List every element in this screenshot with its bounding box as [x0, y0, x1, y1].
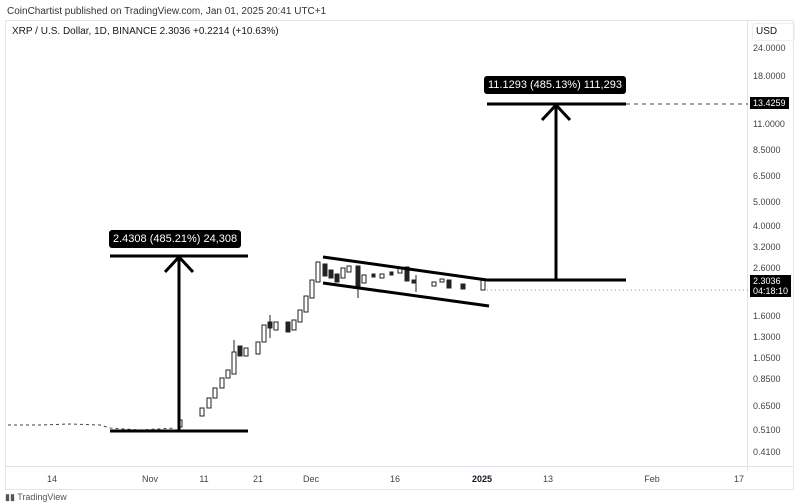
y-tick: 5.0000 — [753, 197, 781, 207]
measure-tool-2[interactable] — [487, 102, 626, 282]
x-tick: Nov — [141, 474, 159, 484]
currency-button[interactable]: USD — [752, 23, 795, 41]
y-tick: 8.5000 — [753, 145, 781, 155]
x-tick: Feb — [644, 474, 660, 484]
y-tick: 1.3000 — [753, 332, 781, 342]
chart-frame — [5, 20, 794, 490]
y-tick: 6.5000 — [753, 171, 781, 181]
measure-label-1: 2.4308 (485.21%) 24,308 — [109, 230, 242, 248]
time-axis-divider — [5, 466, 794, 467]
y-tick: 18.0000 — [753, 71, 786, 81]
x-tick: 21 — [252, 474, 264, 484]
current-price-label: 2.3036 04:18:10 — [750, 275, 792, 297]
y-tick: 24.0000 — [753, 43, 786, 53]
measure-label-2: 11.1293 (485.13%) 111,293 — [484, 76, 626, 94]
rally-candles — [177, 261, 321, 428]
measure-tool-1[interactable] — [110, 254, 248, 433]
x-tick: Dec — [302, 474, 320, 484]
x-tick: 2025 — [471, 474, 493, 484]
bull-flag[interactable] — [322, 255, 490, 308]
y-tick: 0.8500 — [753, 374, 781, 384]
y-tick: 1.0500 — [753, 353, 781, 363]
y-tick: 2.6000 — [753, 263, 781, 273]
y-tick: 11.0000 — [753, 119, 785, 129]
early-price-trace — [8, 423, 176, 431]
x-tick: 13 — [542, 474, 554, 484]
tv-logo-icon: ▮▮ — [5, 492, 18, 502]
current-price: 2.3036 — [753, 276, 781, 286]
x-tick: 14 — [46, 474, 58, 484]
x-tick: 16 — [389, 474, 401, 484]
y-tick: 4.0000 — [753, 221, 781, 231]
candle-countdown: 04:18:10 — [753, 286, 789, 296]
flag-candles — [322, 263, 486, 298]
brand-text: TradingView — [17, 492, 67, 502]
y-tick: 0.4100 — [753, 447, 781, 457]
x-tick: 11 — [199, 474, 209, 484]
y-tick: 1.6000 — [753, 311, 781, 321]
y-tick: 3.2000 — [753, 242, 781, 252]
y-tick: 0.6500 — [753, 401, 781, 411]
y-tick: 0.5100 — [753, 425, 781, 435]
target-price-label: 13.4259 — [750, 97, 789, 109]
x-tick: 17 — [733, 474, 745, 484]
published-caption: CoinChartist published on TradingView.co… — [7, 6, 327, 17]
price-axis-divider — [747, 20, 748, 470]
symbol-legend: XRP / U.S. Dollar, 1D, BINANCE 2.3036 +0… — [12, 26, 279, 37]
tradingview-logo[interactable]: ▮▮ TradingView — [5, 492, 67, 503]
